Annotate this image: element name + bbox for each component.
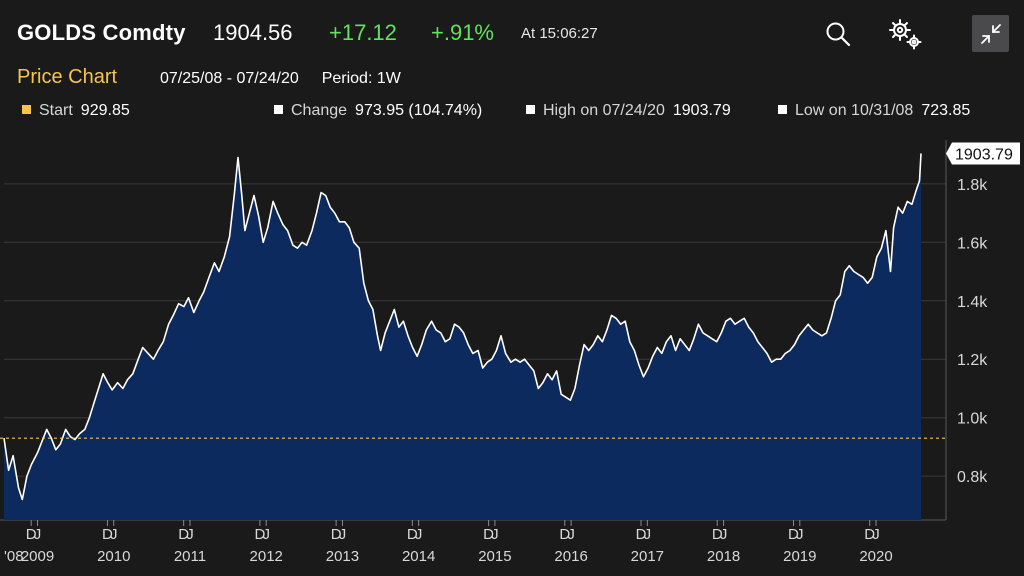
low-label: Low on 10/31/08 (795, 102, 914, 119)
x-tick-month: J (415, 526, 423, 543)
chart-subheader: Price Chart 07/25/08 - 07/24/20 Period: … (0, 62, 1024, 94)
x-tick-year: 2019 (783, 548, 816, 565)
gear-icon (889, 19, 922, 50)
x-tick-month: J (262, 526, 270, 543)
price-line (3, 153, 922, 501)
chart-title: Price Chart (17, 66, 118, 88)
x-tick-month: J (34, 526, 42, 543)
y-tick-label: 0.8k (957, 469, 988, 486)
high-value: 1903.79 (672, 102, 731, 119)
low-value: 723.85 (921, 102, 971, 119)
high-legend-swatch (526, 105, 535, 114)
date-range[interactable]: 07/25/08 - 07/24/20 Period: 1W (160, 70, 401, 88)
x-tick-year: 2013 (326, 548, 359, 565)
x-tick-month: J (644, 526, 652, 543)
x-tick-month: J (567, 526, 575, 543)
stat-low: Low on 10/31/08 723.85 (778, 102, 970, 120)
price-area (4, 153, 921, 520)
x-tick-month: D (483, 526, 494, 543)
settings-button[interactable] (885, 14, 925, 54)
search-button[interactable] (818, 14, 858, 54)
stats-bar: Start 929.85 Change 973.95 (104.74%) High … (0, 96, 1024, 126)
x-tick-month: D (788, 526, 799, 543)
y-tick-label: 1.2k (957, 352, 988, 369)
minimize-icon (980, 23, 1001, 44)
low-legend-swatch (778, 105, 787, 114)
start-legend-swatch (22, 105, 31, 114)
header-bar: GOLDS Comdty 1904.56 +17.12 +.91% At 15:… (0, 0, 1024, 62)
x-tick-year: 2014 (402, 548, 435, 565)
x-tick-month: J (796, 526, 804, 543)
x-tick-month: J (110, 526, 118, 543)
x-tick-year: 2009 (21, 548, 54, 565)
last-value-tag (946, 142, 1020, 165)
x-tick-month: D (254, 526, 265, 543)
x-tick-month: J (339, 526, 347, 543)
x-tick-year: 2018 (707, 548, 740, 565)
x-tick-month: D (26, 526, 37, 543)
last-value-label: 1903.79 (955, 147, 1013, 164)
x-tick-year: 2016 (554, 548, 587, 565)
date-range-value: 07/25/08 - 07/24/20 (160, 70, 299, 87)
change-label: Change (291, 102, 348, 119)
x-tick-year: 2020 (859, 548, 892, 565)
stat-start: Start 929.85 (22, 102, 130, 120)
x-tick-month: D (407, 526, 418, 543)
stat-change: Change 973.95 (104.74%) (274, 102, 482, 120)
x-tick-year: 2011 (174, 548, 206, 565)
x-tick-year: 2012 (250, 548, 283, 565)
x-tick-month: J (872, 526, 880, 543)
x-tick-month: J (720, 526, 728, 543)
change-legend-swatch (274, 105, 283, 114)
x-tick-year: 2015 (478, 548, 511, 565)
x-tick-year: '08 (4, 548, 24, 565)
x-tick-month: D (712, 526, 723, 543)
net-change: +17.12 (329, 20, 397, 45)
x-tick-month: D (864, 526, 875, 543)
x-tick-year: 2017 (631, 548, 664, 565)
x-tick-month: J (186, 526, 194, 543)
start-label: Start (39, 102, 73, 119)
price-chart[interactable]: 0.8k1.0k1.2k1.4k1.6k1.8k1903.79D'08J2009… (0, 128, 1024, 576)
percent-change: +.91% (431, 20, 494, 45)
period-value: Period: 1W (321, 70, 401, 87)
x-tick-month: D (559, 526, 570, 543)
x-tick-month: D (331, 526, 342, 543)
stat-high: High on 07/24/20 1903.79 (526, 102, 731, 120)
x-tick-month: D (636, 526, 647, 543)
minimize-button[interactable] (972, 15, 1009, 52)
y-tick-label: 1.0k (957, 411, 988, 428)
y-tick-label: 1.4k (957, 294, 988, 311)
y-tick-label: 1.6k (957, 235, 988, 252)
x-tick-month: J (491, 526, 499, 543)
x-tick-year: 2010 (97, 548, 130, 565)
last-update-time: At 15:06:27 (521, 25, 598, 42)
x-tick-month: D (102, 526, 113, 543)
x-tick-month: D (178, 526, 189, 543)
y-tick-label: 1.8k (957, 177, 988, 194)
high-label: High on 07/24/20 (543, 102, 665, 119)
last-price: 1904.56 (213, 20, 293, 45)
search-icon (826, 22, 851, 47)
start-value: 929.85 (80, 102, 130, 119)
change-value: 973.95 (104.74%) (355, 102, 483, 119)
ticker-symbol: GOLDS Comdty (17, 20, 186, 45)
